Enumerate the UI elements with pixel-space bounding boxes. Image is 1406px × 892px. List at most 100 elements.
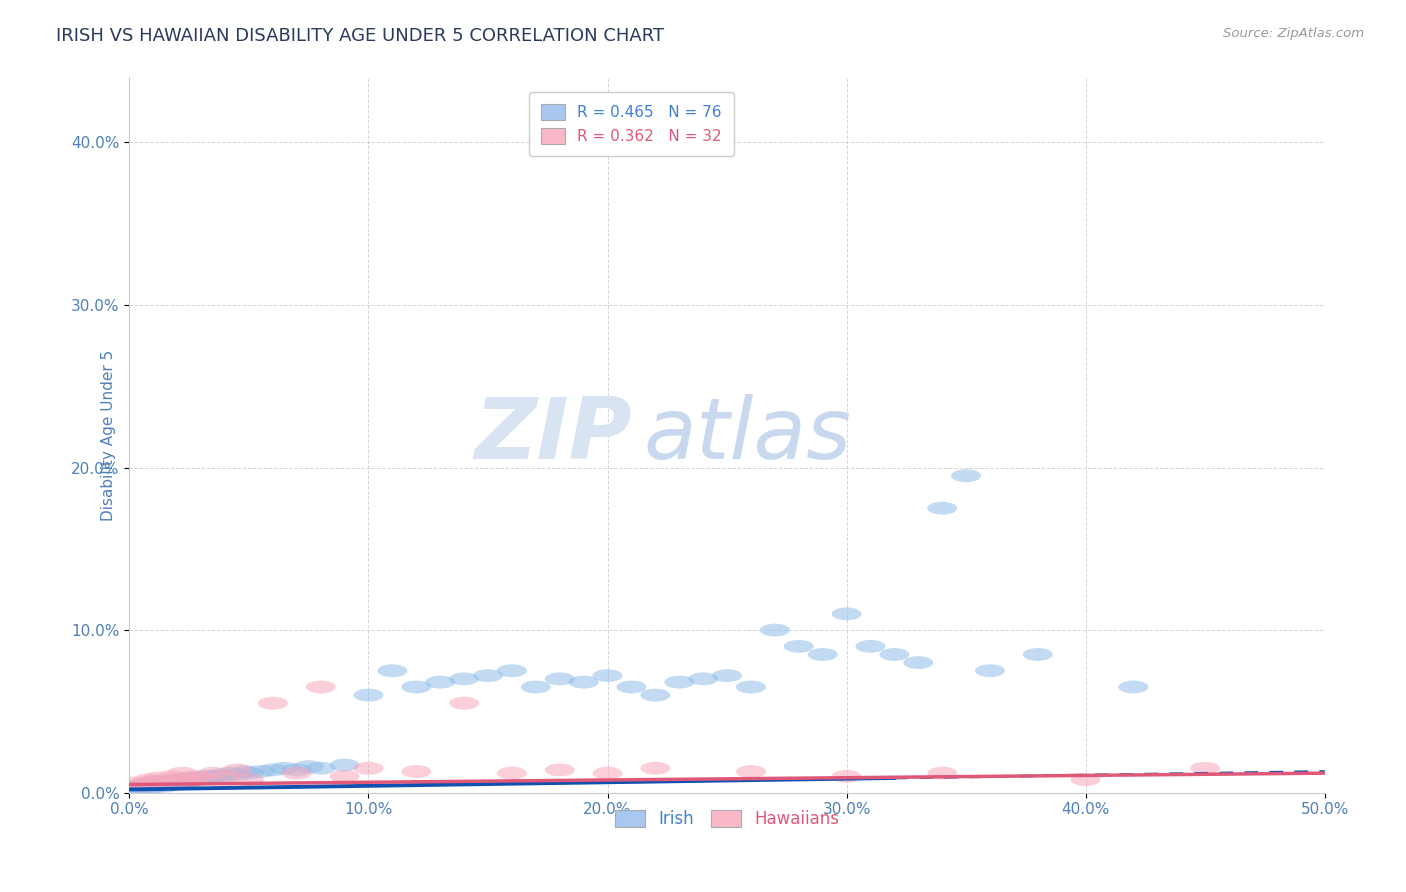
Ellipse shape <box>246 765 276 778</box>
Ellipse shape <box>201 770 231 783</box>
Ellipse shape <box>1070 773 1101 786</box>
Ellipse shape <box>281 764 312 776</box>
Ellipse shape <box>879 648 910 661</box>
Ellipse shape <box>143 772 173 784</box>
Ellipse shape <box>401 765 432 778</box>
Ellipse shape <box>134 773 163 786</box>
Ellipse shape <box>157 770 187 783</box>
Ellipse shape <box>640 689 671 702</box>
Ellipse shape <box>131 780 162 793</box>
Ellipse shape <box>855 640 886 653</box>
Ellipse shape <box>127 778 156 791</box>
Ellipse shape <box>222 768 252 781</box>
Ellipse shape <box>222 764 252 776</box>
Ellipse shape <box>179 772 209 784</box>
Ellipse shape <box>831 770 862 783</box>
Text: Source: ZipAtlas.com: Source: ZipAtlas.com <box>1223 27 1364 40</box>
Ellipse shape <box>120 776 149 789</box>
Ellipse shape <box>281 767 312 780</box>
Ellipse shape <box>198 767 228 780</box>
Text: ZIP: ZIP <box>474 393 631 476</box>
Ellipse shape <box>568 675 599 689</box>
Ellipse shape <box>903 657 934 669</box>
Ellipse shape <box>1022 648 1053 661</box>
Ellipse shape <box>134 776 163 789</box>
Ellipse shape <box>425 675 456 689</box>
Ellipse shape <box>127 781 156 794</box>
Ellipse shape <box>146 776 176 789</box>
Ellipse shape <box>148 775 179 788</box>
Ellipse shape <box>640 762 671 775</box>
Ellipse shape <box>305 762 336 775</box>
Ellipse shape <box>1189 762 1220 775</box>
Y-axis label: Disability Age Under 5: Disability Age Under 5 <box>101 350 115 521</box>
Ellipse shape <box>807 648 838 661</box>
Ellipse shape <box>157 776 187 789</box>
Ellipse shape <box>167 773 197 786</box>
Ellipse shape <box>174 775 204 788</box>
Ellipse shape <box>195 772 226 784</box>
Ellipse shape <box>401 681 432 693</box>
Ellipse shape <box>124 780 155 793</box>
Ellipse shape <box>150 778 180 791</box>
Text: IRISH VS HAWAIIAN DISABILITY AGE UNDER 5 CORRELATION CHART: IRISH VS HAWAIIAN DISABILITY AGE UNDER 5… <box>56 27 665 45</box>
Text: atlas: atlas <box>644 393 852 476</box>
Ellipse shape <box>329 758 360 772</box>
Ellipse shape <box>205 768 235 781</box>
Ellipse shape <box>138 775 169 788</box>
Ellipse shape <box>353 762 384 775</box>
Ellipse shape <box>544 673 575 685</box>
Ellipse shape <box>233 767 264 780</box>
Ellipse shape <box>496 665 527 677</box>
Ellipse shape <box>783 640 814 653</box>
Ellipse shape <box>735 681 766 693</box>
Ellipse shape <box>974 665 1005 677</box>
Ellipse shape <box>120 781 149 794</box>
Ellipse shape <box>150 776 180 789</box>
Ellipse shape <box>172 772 202 784</box>
Ellipse shape <box>141 776 170 789</box>
Ellipse shape <box>129 778 159 791</box>
Ellipse shape <box>257 697 288 710</box>
Ellipse shape <box>950 469 981 482</box>
Ellipse shape <box>449 697 479 710</box>
Ellipse shape <box>831 607 862 620</box>
Ellipse shape <box>294 760 323 773</box>
Ellipse shape <box>209 770 240 783</box>
Ellipse shape <box>759 624 790 637</box>
Ellipse shape <box>157 775 187 788</box>
Ellipse shape <box>229 765 259 778</box>
Ellipse shape <box>257 764 288 776</box>
Ellipse shape <box>496 767 527 780</box>
Ellipse shape <box>138 778 169 791</box>
Ellipse shape <box>191 770 221 783</box>
Ellipse shape <box>186 772 217 784</box>
Ellipse shape <box>136 781 166 794</box>
Ellipse shape <box>520 681 551 693</box>
Ellipse shape <box>143 780 173 793</box>
Ellipse shape <box>186 772 217 784</box>
Ellipse shape <box>449 673 479 685</box>
Ellipse shape <box>177 773 207 786</box>
Ellipse shape <box>592 669 623 682</box>
Ellipse shape <box>162 775 193 788</box>
Ellipse shape <box>146 778 176 791</box>
Ellipse shape <box>329 770 360 783</box>
Ellipse shape <box>1118 681 1149 693</box>
Ellipse shape <box>472 669 503 682</box>
Ellipse shape <box>592 767 623 780</box>
Ellipse shape <box>353 689 384 702</box>
Ellipse shape <box>305 681 336 693</box>
Ellipse shape <box>927 767 957 780</box>
Ellipse shape <box>688 673 718 685</box>
Ellipse shape <box>377 665 408 677</box>
Ellipse shape <box>165 776 194 789</box>
Ellipse shape <box>616 681 647 693</box>
Ellipse shape <box>167 767 197 780</box>
Ellipse shape <box>711 669 742 682</box>
Ellipse shape <box>150 780 180 793</box>
Ellipse shape <box>215 767 245 780</box>
Ellipse shape <box>270 762 299 775</box>
Ellipse shape <box>181 773 211 786</box>
Ellipse shape <box>181 770 211 783</box>
